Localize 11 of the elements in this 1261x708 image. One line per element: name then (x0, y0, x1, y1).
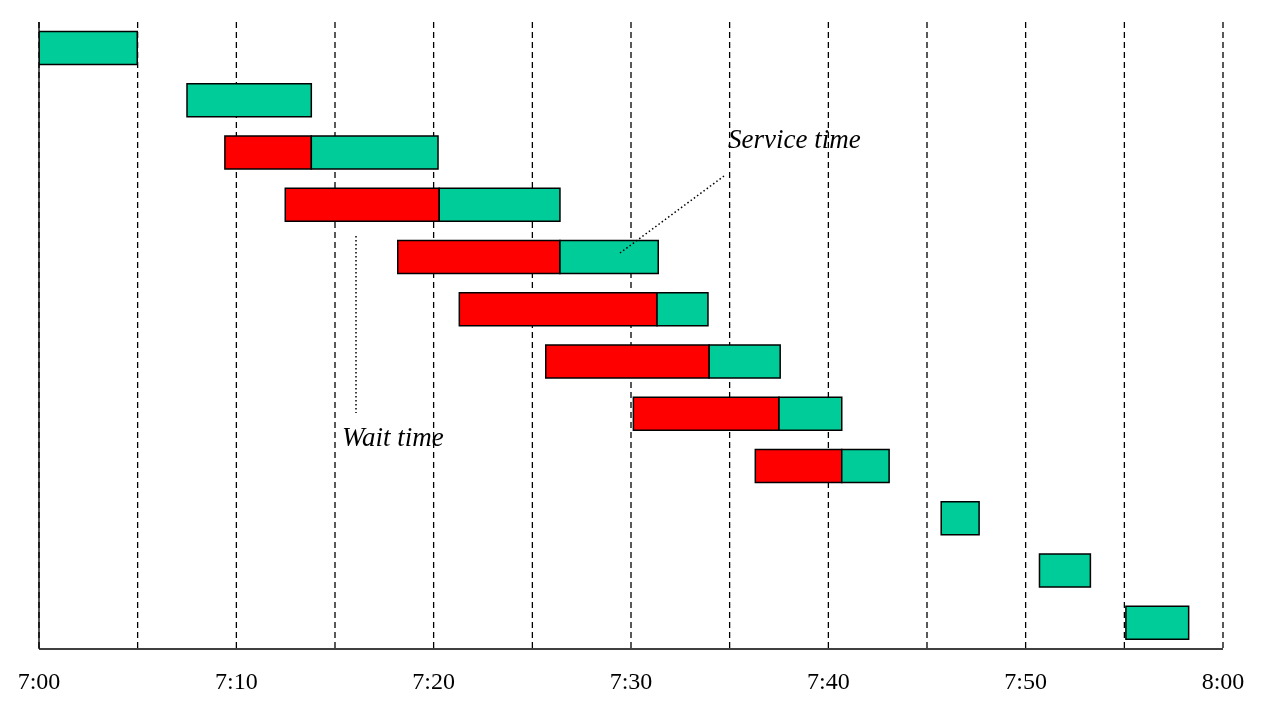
x-tick-label: 7:30 (609, 668, 653, 694)
bar (1038, 553, 1092, 588)
x-tick-label: 8:00 (1201, 668, 1245, 694)
annotation: Wait time (342, 422, 444, 452)
x-tick-label: 7:10 (215, 668, 258, 694)
annotation: Service time (728, 124, 861, 154)
x-tick-label: 7:50 (1004, 668, 1047, 694)
bar (940, 500, 980, 536)
x-tick-label: 7:00 (17, 668, 61, 694)
x-tick-label: 7:40 (807, 668, 850, 694)
x-tick-label: 7:20 (412, 668, 455, 694)
